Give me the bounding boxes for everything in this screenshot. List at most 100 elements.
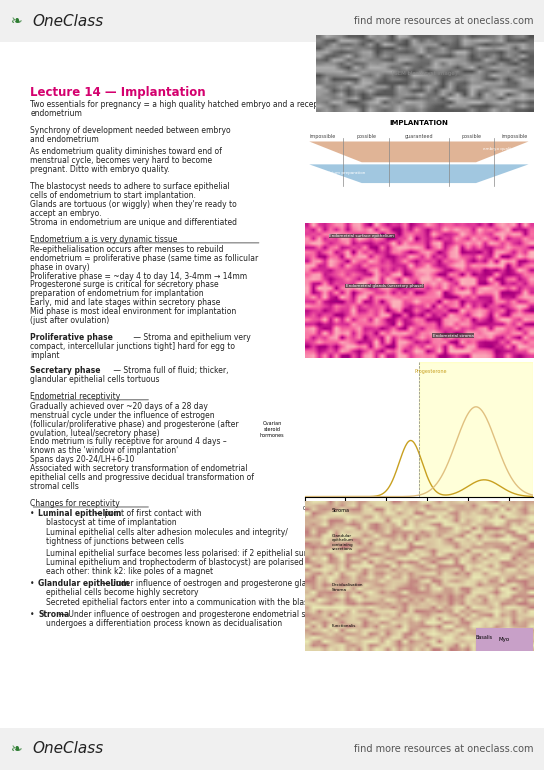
- Text: Basalis: Basalis: [476, 635, 493, 640]
- Text: Stroma: Stroma: [38, 610, 70, 619]
- Text: endometrium: endometrium: [30, 109, 82, 118]
- Text: Endo metrium is fully receptive for around 4 days –: Endo metrium is fully receptive for arou…: [30, 437, 227, 447]
- Progesterone: [509, 475, 516, 484]
- Text: OneClass: OneClass: [33, 742, 104, 756]
- Text: possible: possible: [461, 134, 481, 139]
- Text: find more resources at oneclass.com: find more resources at oneclass.com: [354, 16, 533, 26]
- Text: •: •: [30, 579, 38, 588]
- Text: — point of first contact with: — point of first contact with: [92, 509, 201, 518]
- Text: Glands are tortuous (or wiggly) when they're ready to: Glands are tortuous (or wiggly) when the…: [30, 200, 237, 209]
- X-axis label: Cycle day: Cycle day: [405, 517, 432, 522]
- Estrogen: [494, 480, 501, 490]
- Text: blastocyst at time of implantation: blastocyst at time of implantation: [46, 518, 176, 527]
- Text: Receptive: Receptive: [490, 542, 511, 546]
- Text: Gradually achieved over ~20 days of a 28 day: Gradually achieved over ~20 days of a 28…: [30, 402, 208, 411]
- Text: Glandular
epithelium
containing
secretions: Glandular epithelium containing secretio…: [332, 534, 354, 551]
- Progesterone: [494, 443, 501, 452]
- Estrogen: [442, 490, 448, 500]
- Text: phase in ovary): phase in ovary): [30, 263, 90, 272]
- Text: impossible: impossible: [310, 134, 336, 139]
- Line: Estrogen: Estrogen: [305, 440, 533, 497]
- Text: epithelial cells and progressive decidual transformation of: epithelial cells and progressive decidua…: [30, 473, 255, 482]
- Text: The blastocyst needs to adhere to surface epithelial: The blastocyst needs to adhere to surfac…: [30, 182, 230, 191]
- Text: Endometrial glands (secretory phase): Endometrial glands (secretory phase): [346, 284, 423, 288]
- Estrogen: [301, 492, 308, 501]
- Text: Progesterone surge is critical for secretory phase: Progesterone surge is critical for secre…: [30, 280, 219, 290]
- Polygon shape: [309, 142, 529, 162]
- Estrogen: [509, 488, 516, 497]
- Text: Myo: Myo: [499, 637, 510, 642]
- Text: Lecture 14 — Implantation: Lecture 14 — Implantation: [30, 85, 206, 99]
- Bar: [468, 531, 533, 541]
- Text: endometrium preparation: endometrium preparation: [312, 171, 366, 175]
- Text: undergoes a differentiation process known as decidualisation: undergoes a differentiation process know…: [46, 619, 282, 628]
- Progesterone: [301, 492, 308, 501]
- Estrogen: [530, 492, 536, 501]
- Text: Secreted epithelial factors enter into a communication with the blastocyst: Secreted epithelial factors enter into a…: [46, 598, 331, 607]
- Estrogen: [438, 490, 444, 499]
- Progesterone: [441, 466, 448, 475]
- Progesterone: [437, 474, 444, 483]
- Progesterone: [302, 492, 308, 501]
- Text: Luminal epithelial surface becomes less polarised: if 2 epithelial surfaces (e.g: Luminal epithelial surface becomes less …: [46, 549, 347, 558]
- Text: stromal cells: stromal cells: [30, 482, 79, 490]
- Estrogen: [407, 436, 414, 445]
- Text: ❧: ❧: [11, 14, 22, 28]
- Text: Spans days 20-24/LH+6-10: Spans days 20-24/LH+6-10: [30, 455, 135, 464]
- Text: (follicular/proliferative phase) and progesterone (after: (follicular/proliferative phase) and pro…: [30, 420, 239, 429]
- Text: Associated with secretory transformation of endometrial: Associated with secretory transformation…: [30, 464, 248, 473]
- Text: — Under influence of oestrogen and progesterone endometrial stroma: — Under influence of oestrogen and proge…: [56, 610, 329, 619]
- Text: Proliferative phase = ~day 4 to day 14, 3-4mm → 14mm: Proliferative phase = ~day 4 to day 14, …: [30, 272, 248, 280]
- Text: Early, mid and late stages within secretory phase: Early, mid and late stages within secret…: [30, 298, 221, 307]
- Text: guaranteed: guaranteed: [405, 134, 433, 139]
- Text: and endometrium: and endometrium: [30, 135, 99, 144]
- Text: menstrual cycle, becomes very hard to become: menstrual cycle, becomes very hard to be…: [30, 156, 213, 165]
- Text: |: |: [418, 527, 420, 532]
- Text: •: •: [30, 509, 38, 518]
- Text: find more resources at oneclass.com: find more resources at oneclass.com: [354, 744, 533, 754]
- Text: accept an embryo.: accept an embryo.: [30, 209, 102, 218]
- Text: menstrual cycle under the influence of estrogen: menstrual cycle under the influence of e…: [30, 411, 215, 420]
- Text: Stroma in endometrium are unique and differentiated: Stroma in endometrium are unique and dif…: [30, 218, 237, 226]
- Text: Ovarian
steroid
hormones: Ovarian steroid hormones: [259, 421, 285, 437]
- Text: Endometrium a is very dynamic tissue: Endometrium a is very dynamic tissue: [30, 235, 178, 244]
- Text: Endometrial surface epithelium: Endometrial surface epithelium: [329, 234, 394, 238]
- Progesterone: [437, 474, 443, 484]
- Text: Glandular epithelium: Glandular epithelium: [38, 579, 129, 588]
- Text: preparation of endometrium for implantation: preparation of endometrium for implantat…: [30, 290, 204, 298]
- Polygon shape: [309, 164, 529, 183]
- Text: Progesterone: Progesterone: [415, 369, 447, 374]
- Text: Luminal epithelium: Luminal epithelium: [38, 509, 121, 518]
- Text: — Under influence of oestrogen and progesterone glandular: — Under influence of oestrogen and proge…: [98, 579, 331, 588]
- Estrogen: [437, 490, 444, 499]
- Text: Luminal epithelial cells alter adhesion molecules and integrity/: Luminal epithelial cells alter adhesion …: [46, 528, 288, 537]
- Estrogen: [302, 492, 308, 501]
- Text: — Stroma and epithelium very: — Stroma and epithelium very: [131, 333, 250, 342]
- Text: Stroma: Stroma: [332, 508, 350, 513]
- Text: possible: possible: [356, 134, 376, 139]
- Text: tightness of junctions between cells: tightness of junctions between cells: [46, 537, 184, 546]
- Text: Changes for receptivity: Changes for receptivity: [30, 499, 120, 508]
- Text: As endometrium quality diminishes toward end of: As endometrium quality diminishes toward…: [30, 147, 222, 156]
- Text: Secretory: Secretory: [464, 513, 488, 518]
- Line: Progesterone: Progesterone: [305, 407, 533, 497]
- Text: Re-epithelialisation occurs after menses to rebuild: Re-epithelialisation occurs after menses…: [30, 245, 224, 254]
- Text: Proliferative: Proliferative: [347, 513, 376, 518]
- Text: ❧: ❧: [11, 742, 22, 756]
- Text: ovulation, luteal/secretory phase): ovulation, luteal/secretory phase): [30, 429, 160, 437]
- Text: IMPLANTATION: IMPLANTATION: [390, 119, 448, 126]
- Bar: [419, 362, 533, 497]
- Text: compact, intercellular junctions tight] hard for egg to: compact, intercellular junctions tight] …: [30, 342, 236, 351]
- Text: — Stroma full of fluid; thicker,: — Stroma full of fluid; thicker,: [111, 366, 228, 375]
- Text: Endometrial receptivity: Endometrial receptivity: [30, 392, 121, 401]
- Text: Endometrial stroma: Endometrial stroma: [432, 334, 474, 338]
- Text: glandular epithelial cells tortuous: glandular epithelial cells tortuous: [30, 374, 160, 383]
- Text: •: •: [30, 610, 38, 619]
- Text: cells of endometrium to start implantation.: cells of endometrium to start implantati…: [30, 191, 196, 200]
- Text: OneClass: OneClass: [33, 14, 104, 28]
- Text: Decidualisation
Stroma: Decidualisation Stroma: [332, 583, 363, 591]
- Progesterone: [530, 490, 536, 500]
- Text: Secretary phase: Secretary phase: [30, 366, 101, 375]
- Text: endometrium = proliferative phase (same time as follicular: endometrium = proliferative phase (same …: [30, 254, 258, 263]
- Progesterone: [473, 402, 479, 411]
